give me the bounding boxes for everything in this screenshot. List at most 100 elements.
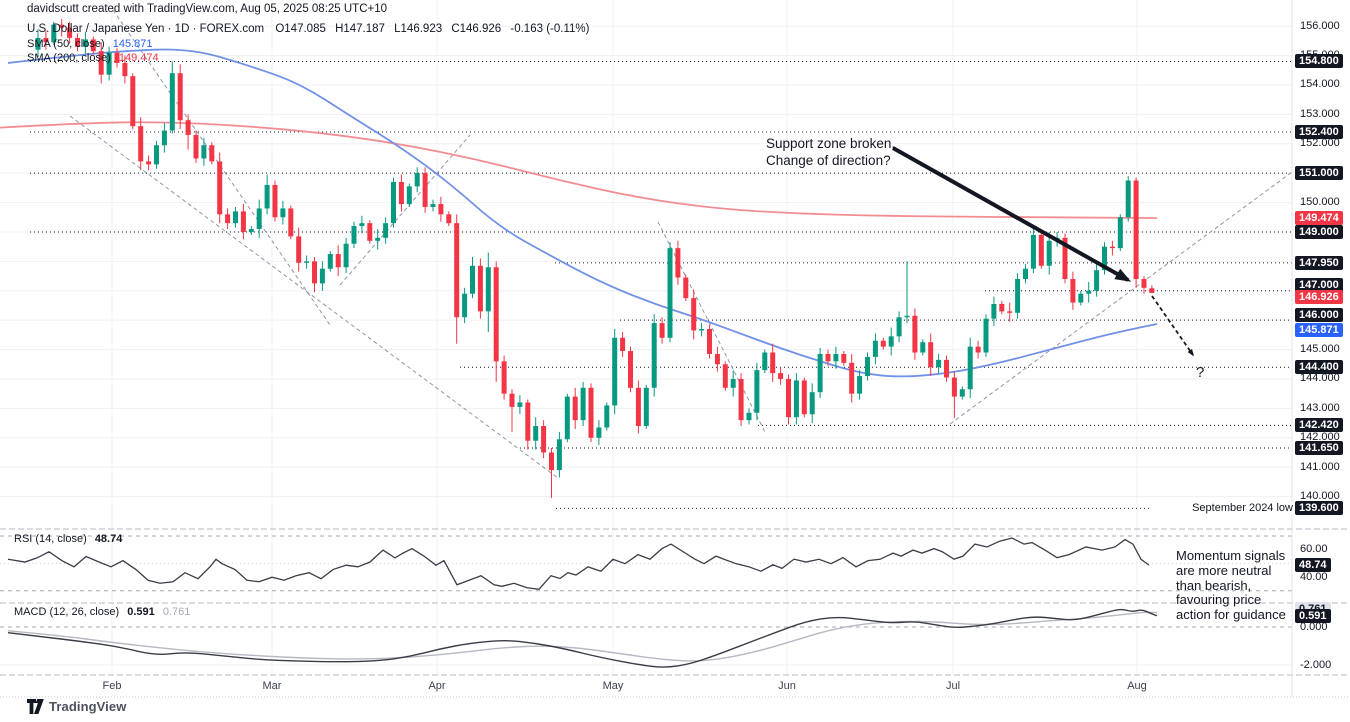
candle-body	[762, 352, 768, 371]
question-mark-annotation: ?	[1196, 364, 1205, 381]
axis-tick-label: 40.00	[1300, 570, 1328, 583]
candle-body	[683, 277, 689, 299]
axis-tick-label: 150.000	[1300, 196, 1340, 209]
candle-body	[1023, 268, 1028, 280]
candle-body	[714, 353, 720, 365]
candle-body	[264, 184, 270, 209]
time-axis-month-label: Jun	[778, 680, 796, 692]
momentum-line: Momentum signals	[1176, 548, 1286, 563]
quote-close: C146.926	[451, 23, 502, 35]
axis-tick-label: 145.000	[1300, 343, 1340, 356]
macd-signal-line	[7, 611, 1158, 662]
sma50-line	[7, 48, 1158, 378]
candle-body	[920, 342, 926, 353]
candle-body	[280, 208, 286, 218]
candle-body	[643, 387, 649, 427]
candle-body	[1086, 290, 1092, 294]
candle-body	[872, 340, 878, 357]
axis-tick-label: 142.000	[1300, 431, 1340, 444]
candle-body	[430, 204, 436, 207]
candle-body	[699, 328, 705, 331]
candle-body	[533, 426, 539, 441]
tradingview-logo[interactable]: TradingView	[27, 699, 126, 714]
legend-rsi-value: 48.74	[94, 533, 123, 545]
candle-body	[857, 376, 863, 394]
quote-change: -0.163 (-0.11%)	[510, 23, 590, 35]
candle-body	[967, 346, 973, 390]
quote-open: O147.085	[275, 23, 326, 35]
candle-body	[801, 380, 807, 415]
candle-body	[359, 223, 365, 227]
candle-body	[51, 24, 57, 43]
candle-body	[375, 237, 381, 241]
candle-body	[1062, 237, 1068, 280]
candle-body	[256, 208, 262, 230]
candle-body	[1070, 279, 1076, 303]
axis-price-badge: 145.871	[1295, 322, 1343, 337]
candle-body	[146, 161, 152, 165]
candle-body	[517, 402, 523, 407]
candle-body	[549, 452, 554, 471]
sma200-line	[0, 121, 1158, 220]
candle-body	[951, 377, 957, 397]
legend-sma200-value: 149.474	[118, 52, 159, 64]
momentum-line: than bearish,	[1176, 577, 1252, 593]
candle-body	[138, 126, 144, 162]
candle-body	[122, 62, 128, 77]
rsi-pane	[0, 535, 1292, 592]
candle-body	[667, 248, 673, 338]
legend-sma200-label: SMA (200, close)	[27, 52, 111, 64]
candle-body	[991, 304, 997, 319]
axis-price-badge: 146.000	[1295, 308, 1343, 323]
candle-body	[944, 359, 949, 378]
candle-body	[746, 412, 752, 421]
candle-body	[525, 402, 531, 441]
axis-tick-label: 153.000	[1300, 107, 1340, 120]
candle-body	[1109, 246, 1115, 249]
candle-body	[383, 223, 389, 238]
candle-body	[730, 378, 736, 388]
candle-body	[572, 396, 578, 421]
candle-body	[896, 317, 902, 337]
candle-body	[1030, 234, 1036, 269]
candle-body	[67, 27, 73, 38]
candle-body	[406, 186, 412, 205]
candle-body	[446, 214, 452, 224]
axis-price-badge: 154.800	[1295, 54, 1343, 69]
candle-body	[1015, 279, 1021, 313]
axis-price-badge: 147.950	[1295, 255, 1343, 270]
macd-line	[7, 608, 1158, 668]
momentum-line: action for guidance	[1176, 607, 1286, 623]
axis-price-badge: 142.420	[1295, 418, 1343, 433]
candle-body	[865, 356, 870, 377]
candle-body	[304, 261, 310, 263]
candle-body	[296, 236, 302, 263]
macd-pane	[0, 608, 1292, 668]
support-annotation-line1: Support zone broken.	[766, 136, 896, 151]
candle-body	[201, 145, 207, 159]
legend-sma50-label: SMA (50, close)	[27, 38, 105, 50]
candle-body	[177, 73, 183, 121]
candle-body	[975, 346, 981, 353]
candle-body	[98, 51, 104, 75]
candle-body	[462, 293, 468, 318]
candle-body	[454, 223, 460, 318]
candle-body	[501, 361, 507, 394]
quote-low: L146.923	[394, 23, 443, 35]
candle-body	[422, 173, 428, 207]
projection-arrow	[1151, 295, 1194, 357]
candle-body	[833, 353, 839, 362]
candle-body	[635, 387, 641, 427]
legend-sma200: SMA (200, close) 149.474	[27, 52, 159, 64]
candle-body	[1078, 293, 1084, 303]
candle-body	[628, 351, 633, 388]
support-annotation-line2: Change of direction?	[766, 153, 891, 168]
trendline	[657, 221, 766, 433]
axis-price-badge: 151.000	[1295, 166, 1343, 181]
candle-body	[983, 318, 989, 353]
axis-tick-label: 141.000	[1300, 460, 1340, 473]
candle-body	[367, 223, 373, 241]
candle-body	[225, 214, 231, 224]
trendlines	[69, 9, 1293, 479]
